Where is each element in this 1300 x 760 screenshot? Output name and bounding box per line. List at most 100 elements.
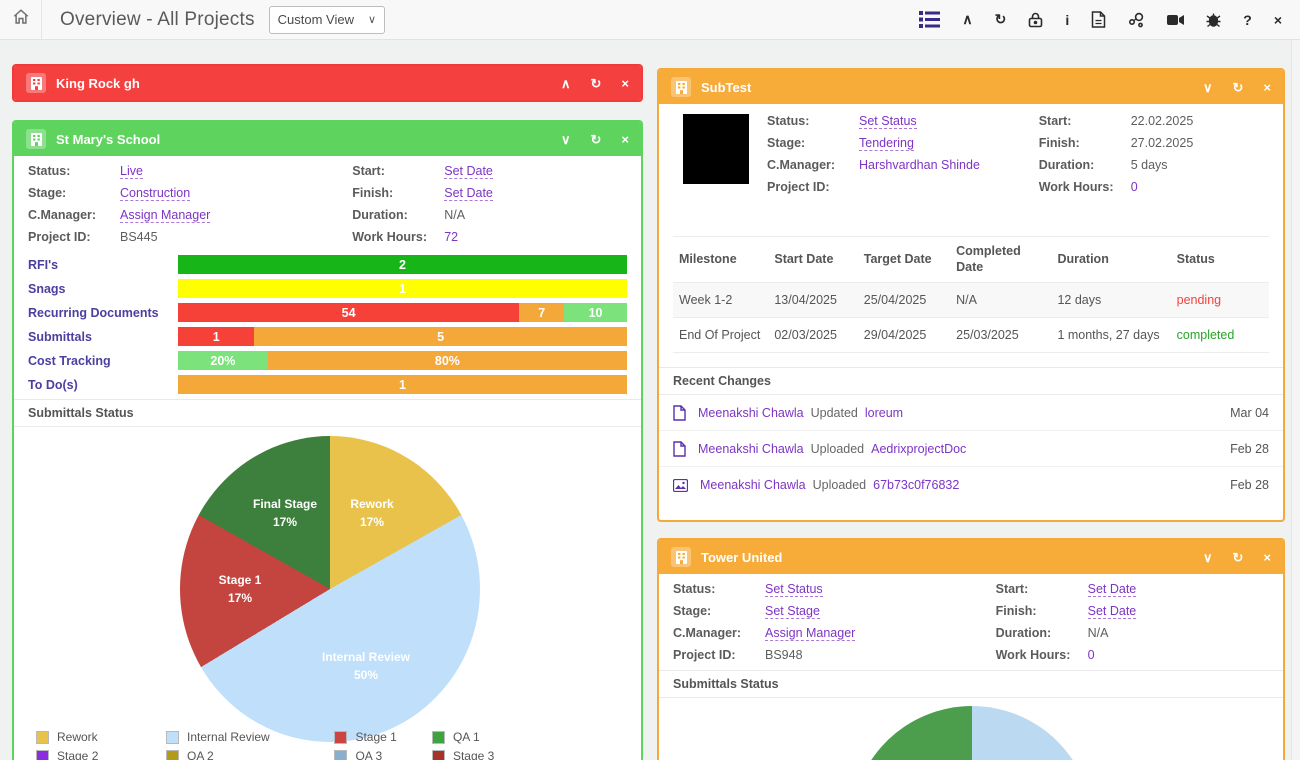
refresh-icon[interactable]: ↻ (995, 11, 1007, 28)
document-link[interactable]: AedrixprojectDoc (871, 442, 966, 456)
list-view-icon[interactable] (919, 11, 940, 28)
status-link[interactable]: Live (120, 164, 143, 179)
bar-row-rfis: RFI's 2 (28, 255, 627, 274)
field-label: Duration: (352, 208, 444, 222)
assign-manager-link[interactable]: Assign Manager (120, 208, 210, 223)
field-label: Stage: (767, 136, 859, 150)
assign-manager-link[interactable]: Assign Manager (765, 626, 855, 641)
close-icon[interactable]: × (1263, 551, 1271, 564)
share-icon[interactable] (1128, 12, 1145, 28)
home-button[interactable] (0, 0, 42, 40)
manager-link[interactable]: Harshvardhan Shinde (859, 158, 980, 172)
user-link[interactable]: Meenakshi Chawla (698, 406, 804, 420)
start-date-link[interactable]: Set Date (1088, 582, 1137, 597)
change-date: Mar 04 (1230, 406, 1269, 420)
work-hours-value[interactable]: 0 (1131, 180, 1138, 194)
bar-label[interactable]: To Do(s) (28, 378, 178, 392)
project-info: Status:Set Status Stage:Tendering C.Mana… (659, 104, 1283, 198)
pie-slice-label: Stage 117% (219, 571, 262, 607)
field-label: Project ID: (767, 180, 859, 194)
finish-date-link[interactable]: Set Date (1088, 604, 1137, 619)
bar-label[interactable]: RFI's (28, 258, 178, 272)
project-thumbnail[interactable] (683, 114, 749, 184)
bar-segment[interactable]: 7 (519, 303, 564, 322)
status-link[interactable]: Set Status (859, 114, 917, 129)
bar-row-todos: To Do(s) 1 (28, 375, 627, 394)
recent-change-item: Meenakshi Chawla Updated loreum Mar 04 (659, 395, 1283, 431)
help-icon[interactable]: ? (1243, 12, 1252, 28)
bar-segment[interactable]: 1 (178, 375, 627, 394)
document-link[interactable]: 67b73c0f76832 (873, 478, 959, 492)
bar-segment[interactable]: 2 (178, 255, 627, 274)
card-tower-united-header: Tower United ∨ ↻ × (659, 540, 1283, 574)
expand-icon[interactable]: ∧ (561, 77, 571, 90)
finish-date-link[interactable]: Set Date (444, 186, 493, 201)
stage-link[interactable]: Construction (120, 186, 190, 201)
bar-label[interactable]: Recurring Documents (28, 306, 178, 320)
work-hours-value[interactable]: 0 (1088, 648, 1095, 662)
project-info: Status:Set Status Stage:Set Stage C.Mana… (659, 574, 1283, 670)
close-icon[interactable]: × (621, 133, 629, 146)
user-link[interactable]: Meenakshi Chawla (700, 478, 806, 492)
collapse-icon[interactable]: ∨ (561, 133, 571, 146)
bar-segment[interactable]: 5 (254, 327, 627, 346)
bug-report-icon[interactable] (1206, 12, 1221, 28)
bar-segment[interactable]: 54 (178, 303, 519, 322)
bar-label[interactable]: Submittals (28, 330, 178, 344)
page-scrollbar[interactable] (1291, 40, 1300, 760)
submittals-pie-area (659, 698, 1283, 760)
refresh-icon[interactable]: ↻ (591, 133, 602, 146)
info-icon[interactable]: i (1065, 12, 1069, 28)
stage-link[interactable]: Set Stage (765, 604, 820, 619)
status-badge: pending (1171, 282, 1269, 317)
bar-segment[interactable]: 1 (178, 279, 627, 298)
project-id-value: BS948 (765, 648, 803, 662)
pie-slice-label: Internal Review50% (322, 648, 410, 684)
recent-change-item: Meenakshi Chawla Uploaded 67b73c0f76832 … (659, 467, 1283, 503)
bar-segment[interactable]: 20% (178, 351, 268, 370)
field-label: Work Hours: (996, 648, 1088, 662)
video-camera-icon[interactable] (1167, 14, 1184, 26)
collapse-all-icon[interactable]: ∧ (962, 11, 972, 28)
close-icon[interactable]: × (1274, 12, 1282, 28)
pdf-export-icon[interactable] (1091, 11, 1106, 28)
close-icon[interactable]: × (1263, 81, 1271, 94)
legend-item: Stage 3 (432, 749, 627, 760)
table-row: Week 1-2 13/04/2025 25/04/2025 N/A 12 da… (673, 282, 1269, 317)
card-title: SubTest (701, 80, 751, 95)
field-label: C.Manager: (673, 626, 765, 640)
refresh-icon[interactable]: ↻ (1233, 81, 1244, 94)
legend-swatch (36, 731, 49, 744)
collapse-icon[interactable]: ∨ (1203, 81, 1213, 94)
collapse-icon[interactable]: ∨ (1203, 551, 1213, 564)
column-header: Milestone (673, 237, 768, 283)
submittals-status-heading: Submittals Status (659, 670, 1283, 698)
field-label: Start: (352, 164, 444, 178)
recent-change-item: Meenakshi Chawla Uploaded AedrixprojectD… (659, 431, 1283, 467)
close-icon[interactable]: × (621, 77, 629, 90)
card-st-marys: St Mary's School ∨ ↻ × Status:Live Stage… (12, 120, 643, 760)
bar-segment[interactable]: 80% (268, 351, 627, 370)
field-label: Start: (1039, 114, 1131, 128)
refresh-icon[interactable]: ↻ (591, 77, 602, 90)
stage-link[interactable]: Tendering (859, 136, 914, 151)
lock-icon[interactable] (1028, 12, 1043, 28)
field-label: Finish: (1039, 136, 1131, 150)
document-link[interactable]: loreum (865, 406, 903, 420)
legend-item: Stage 1 (334, 730, 432, 744)
legend-swatch (36, 750, 49, 760)
view-select[interactable]: Custom View ∨ (269, 6, 385, 34)
refresh-icon[interactable]: ↻ (1233, 551, 1244, 564)
bar-label[interactable]: Snags (28, 282, 178, 296)
bar-segment[interactable]: 1 (178, 327, 254, 346)
legend-item: QA 1 (432, 730, 627, 744)
bar-segment[interactable]: 10 (564, 303, 627, 322)
bar-label[interactable]: Cost Tracking (28, 354, 178, 368)
user-link[interactable]: Meenakshi Chawla (698, 442, 804, 456)
pie-slice-label: Final Stage17% (253, 495, 317, 531)
status-link[interactable]: Set Status (765, 582, 823, 597)
topbar-icons: ∧ ↻ i (919, 11, 1300, 28)
duration-value: N/A (444, 208, 465, 222)
start-date-link[interactable]: Set Date (444, 164, 493, 179)
work-hours-value[interactable]: 72 (444, 230, 458, 244)
